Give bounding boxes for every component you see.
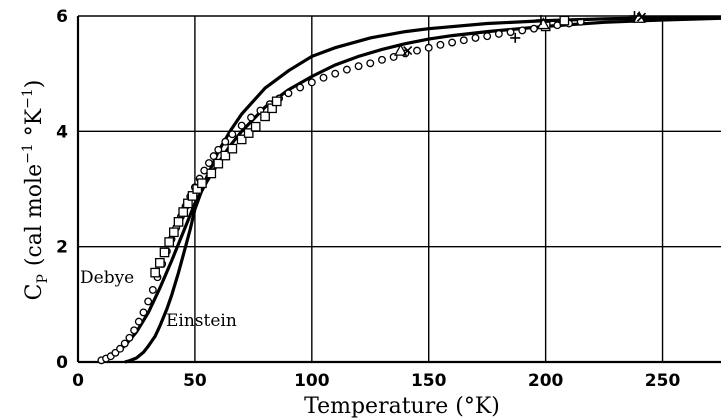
y-axis-title: CP(cal mole−1 °K−1) [20,80,51,301]
y-tick-label: 4 [56,122,68,142]
circle-data-point [471,33,480,42]
square-data-point [173,217,184,227]
circle-data-point [366,59,375,68]
square-data-point [159,247,170,258]
square-data-point [150,267,161,278]
circle-data-point [319,73,328,82]
square-data-point [559,15,570,26]
circle-data-point [148,285,157,294]
circle-data-point [436,40,445,49]
circle-data-point [506,28,515,37]
x-data-point [403,46,413,56]
axes [76,16,721,364]
y-axis-units-close: ) [22,80,47,89]
x-tick-label: 50 [183,371,207,391]
square-data-point [169,227,179,238]
square-data-point [271,96,282,107]
circle-data-point [342,65,351,74]
x-tick-label: 0 [72,371,84,391]
circle-data-point [237,121,246,130]
square-data-point [260,111,270,122]
circle-data-point [413,46,421,55]
y-axis-units-mid: °K [22,108,47,143]
square-data-point [206,168,217,179]
plus-data-point [510,32,521,43]
circle-data-point [134,317,143,326]
y-axis-subscript: P [35,274,51,283]
x-axis-title: Temperature (°K) [304,394,500,419]
circle-data-point [221,137,230,146]
x-tick-label: 200 [528,371,564,391]
square-data-point [236,134,247,145]
circle-data-point [209,152,218,161]
y-axis-units: (cal mole [22,164,47,266]
circle-data-point [529,24,538,33]
square-data-point [154,257,165,268]
y-tick-label: 2 [56,238,68,258]
circle-data-point [448,38,457,47]
circle-data-point [228,130,237,139]
circle-data-point [116,344,125,353]
square-data-point [227,143,238,154]
y-tick-label: 0 [56,353,68,373]
circle-data-point [307,78,316,87]
circle-data-point [424,43,433,52]
einstein-curve-label: Einstein [166,311,237,331]
x-tick-label: 250 [645,371,681,391]
y-axis-symbol: C [22,284,47,301]
circle-data-point [483,32,492,41]
debye-curve [100,16,722,362]
y-tick-label: 6 [56,7,68,27]
square-data-point [220,150,231,161]
x-tick-labels: 0 50 100 150 200 250 [72,371,680,391]
circle-data-point [144,297,153,306]
x-tick-label: 100 [294,371,330,391]
y-tick-labels: 0 2 4 6 [56,7,68,373]
x-tick-label: 150 [411,371,447,391]
circle-data-point [378,55,386,64]
observed-points [97,10,647,365]
circle-data-point [247,113,255,122]
circle-data-point [120,339,129,348]
square-data-point [164,237,175,247]
circle-data-point [214,145,223,154]
circle-data-point [459,36,468,45]
circle-data-point [494,29,503,38]
y-axis-units-exp2: −1 [20,88,36,109]
debye-curve-label: Debye [80,268,134,288]
circle-data-point [284,89,293,98]
circle-data-point [204,159,213,167]
circle-data-point [354,62,363,71]
circle-data-point [125,333,134,342]
plus-data-point [629,11,640,21]
square-data-point [213,158,224,169]
circle-data-point [296,83,305,92]
circle-data-point [130,326,139,335]
y-axis-units-exp1: −1 [20,143,36,164]
x-data-point [636,12,647,22]
plus-data-point [535,15,546,26]
circle-data-point [518,26,527,35]
square-data-point [243,128,254,138]
triangle-data-point [394,43,408,56]
circle-data-point [139,308,148,317]
square-data-point [197,178,207,189]
square-data-point [250,121,261,132]
square-data-point [178,207,189,217]
circle-data-point [331,69,340,78]
